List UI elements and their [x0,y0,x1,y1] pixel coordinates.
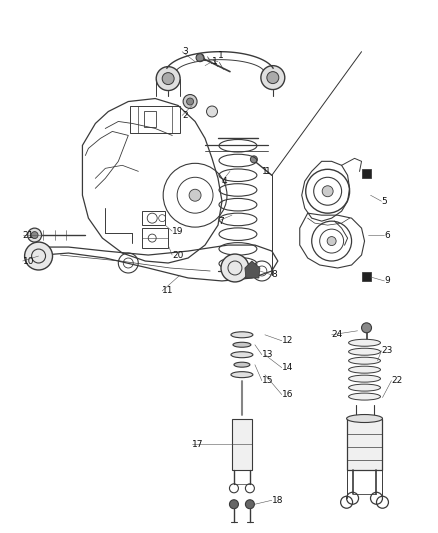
Text: 21: 21 [23,231,34,240]
Text: 4: 4 [222,177,228,186]
Text: 7: 7 [218,216,224,225]
Text: 15: 15 [262,376,273,385]
Circle shape [221,254,249,282]
Text: 3: 3 [182,47,188,56]
Circle shape [196,54,204,62]
Text: 18: 18 [272,496,283,505]
Ellipse shape [349,357,381,364]
Text: 22: 22 [392,376,403,385]
Circle shape [187,98,194,105]
Ellipse shape [231,352,253,358]
Text: 1: 1 [262,167,268,176]
Text: 13: 13 [262,350,273,359]
Text: 1: 1 [218,51,224,60]
Circle shape [261,66,285,90]
Text: 14: 14 [282,363,293,372]
Text: 8: 8 [272,270,278,279]
Text: 19: 19 [172,227,184,236]
Circle shape [183,94,197,109]
Ellipse shape [233,342,251,347]
FancyBboxPatch shape [361,169,371,178]
Text: 9: 9 [385,277,390,286]
Text: 12: 12 [282,336,293,345]
Circle shape [25,242,53,270]
Ellipse shape [349,366,381,373]
Ellipse shape [349,348,381,355]
Ellipse shape [349,384,381,391]
Ellipse shape [231,332,253,338]
Circle shape [189,189,201,201]
Circle shape [245,500,254,508]
Text: 10: 10 [23,256,34,265]
Text: 17: 17 [192,440,204,449]
Ellipse shape [349,340,381,346]
Ellipse shape [231,372,253,378]
Text: 1: 1 [265,167,271,176]
Text: 1: 1 [212,57,218,66]
Circle shape [251,156,258,163]
Text: 23: 23 [381,346,393,355]
Polygon shape [245,261,260,278]
FancyBboxPatch shape [346,418,382,470]
Circle shape [207,106,218,117]
Ellipse shape [234,362,250,367]
Text: 2: 2 [182,111,188,120]
Circle shape [230,500,238,508]
Ellipse shape [349,393,381,400]
Circle shape [162,72,174,85]
Ellipse shape [346,415,382,423]
Ellipse shape [349,375,381,382]
FancyBboxPatch shape [361,272,371,281]
Circle shape [361,323,371,333]
FancyBboxPatch shape [232,418,252,470]
Text: 24: 24 [332,330,343,340]
Circle shape [28,228,42,242]
Text: 11: 11 [162,286,174,295]
Text: 6: 6 [385,231,390,240]
Circle shape [267,71,279,84]
Text: 16: 16 [282,390,293,399]
Circle shape [327,237,336,246]
Circle shape [322,186,333,197]
Text: 20: 20 [172,251,184,260]
Circle shape [31,232,38,239]
Text: 5: 5 [381,197,387,206]
Circle shape [156,67,180,91]
